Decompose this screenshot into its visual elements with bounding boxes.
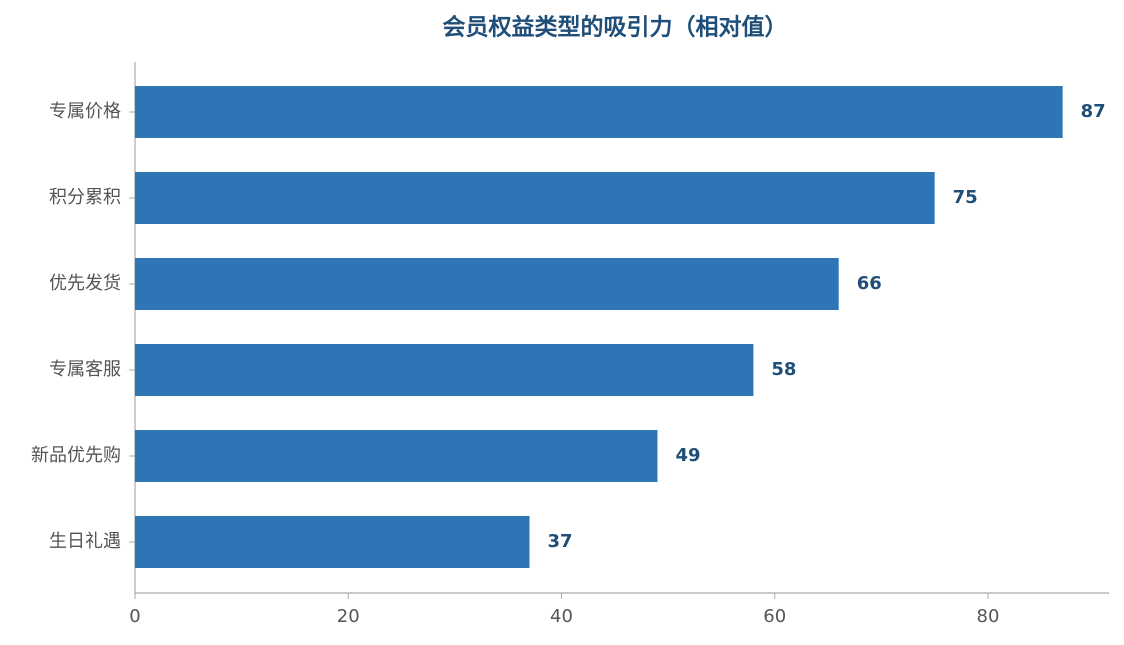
value-label: 37 bbox=[548, 531, 573, 552]
value-label: 87 bbox=[1081, 101, 1106, 122]
bar bbox=[135, 172, 935, 224]
x-tick-label: 60 bbox=[763, 606, 786, 627]
y-tick-label: 优先发货 bbox=[49, 273, 121, 294]
value-label: 49 bbox=[675, 445, 700, 466]
bar bbox=[135, 344, 754, 396]
chart-title: 会员权益类型的吸引力（相对值） bbox=[443, 14, 788, 41]
bar bbox=[135, 516, 530, 568]
y-tick-label: 专属客服 bbox=[49, 359, 121, 380]
bar bbox=[135, 258, 839, 310]
x-tick-label: 40 bbox=[550, 606, 573, 627]
value-label: 75 bbox=[953, 187, 978, 208]
bar bbox=[135, 86, 1063, 138]
x-tick-label: 80 bbox=[977, 606, 1000, 627]
bar bbox=[135, 430, 658, 482]
y-tick-label: 新品优先购 bbox=[31, 445, 121, 466]
value-label: 58 bbox=[771, 359, 796, 380]
y-tick-label: 专属价格 bbox=[49, 101, 121, 122]
x-tick-label: 20 bbox=[337, 606, 360, 627]
y-tick-label: 生日礼遇 bbox=[49, 531, 121, 552]
x-tick-label: 0 bbox=[129, 606, 140, 627]
y-tick-label: 积分累积 bbox=[49, 187, 121, 208]
value-label: 66 bbox=[857, 273, 882, 294]
